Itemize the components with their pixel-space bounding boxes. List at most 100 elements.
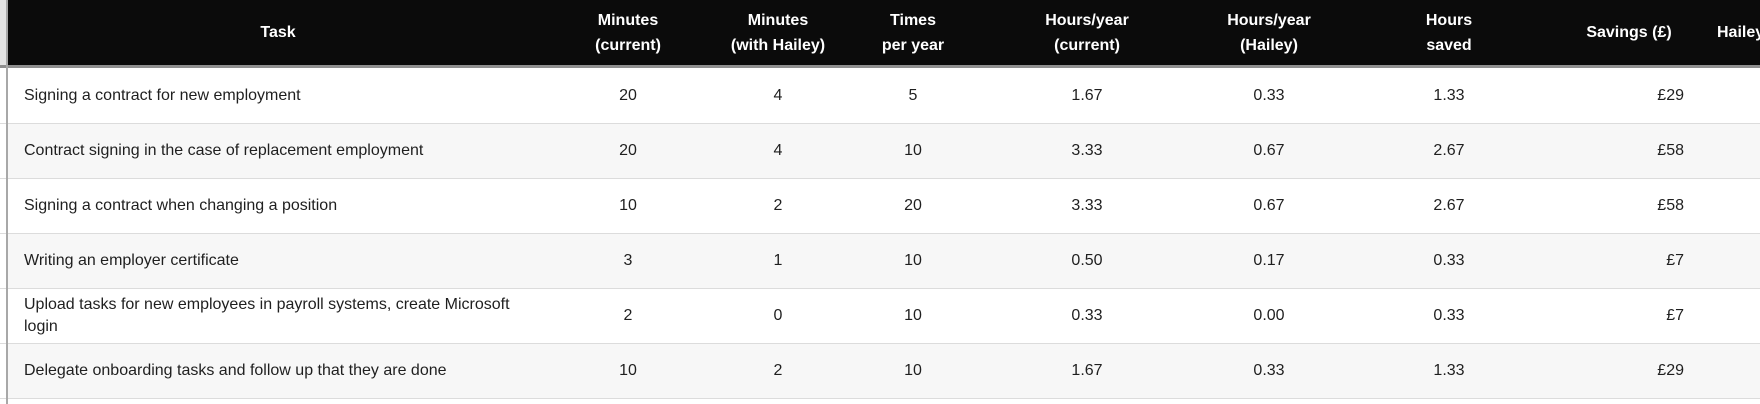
col-header-label: Hours: [1425, 11, 1473, 29]
minutes-current-cell: 10: [619, 197, 637, 214]
col-header-label: (current): [1054, 36, 1120, 54]
hours-year-current-cell: [978, 399, 1196, 404]
minutes-hailey-cell: 2: [773, 362, 783, 379]
row-rail-spacer: [0, 234, 8, 288]
hours-saved-cell: 1.33: [1433, 86, 1465, 104]
col-header-hours-year-current: Hours/year (current): [978, 0, 1196, 65]
col-header-minutes-current: Minutes (current): [548, 0, 708, 65]
savings-cell: £29: [1657, 362, 1684, 379]
row-rail-spacer: [0, 289, 8, 343]
table-row: Writing an employer certificate 3 1 10 0…: [0, 233, 1760, 288]
minutes-current-cell: 3: [623, 252, 633, 269]
col-header-label: (current): [595, 36, 661, 54]
hours-year-hailey-cell: 0.17: [1253, 252, 1285, 269]
task-label: Delegate onboarding tasks and follow up …: [24, 362, 447, 379]
times-per-year-cell: [848, 399, 978, 404]
hours-year-hailey-cell: [1196, 399, 1342, 404]
table-row: Delegate onboarding tasks and follow up …: [0, 343, 1760, 398]
hours-year-hailey-cell: 0.33: [1253, 86, 1285, 104]
col-header-task: Task: [8, 0, 548, 65]
col-header-label: Hailey: [1717, 24, 1760, 41]
hours-year-hailey-cell: 0.33: [1253, 362, 1285, 379]
task-label: Signing a contract for new employment: [24, 86, 301, 104]
hours-year-current-cell: 0.33: [1071, 307, 1103, 324]
task-label: Signing a contract when changing a posit…: [24, 197, 338, 214]
col-header-hailey-clipped: Hailey: [1702, 0, 1760, 65]
hailey-extra-cell: [1702, 289, 1760, 343]
col-header-label: Hours/year: [1045, 11, 1129, 29]
table-row: Upload tasks for new employees in payrol…: [0, 288, 1760, 343]
task-cell: Contract signing in the case of replacem…: [8, 124, 548, 178]
task-label: Writing an employer certificate: [24, 252, 239, 269]
task-cell: Delegate onboarding tasks and follow up …: [8, 344, 548, 398]
row-rail-spacer: [0, 68, 8, 123]
row-rail-spacer: [0, 124, 8, 178]
task-cell: Upload tasks for new employees in payrol…: [8, 289, 548, 343]
hailey-extra-cell: [1702, 399, 1760, 404]
col-header-label: Minutes: [597, 11, 659, 29]
hours-saved-cell: 1.33: [1433, 362, 1465, 379]
col-header-label: Savings (£): [1586, 24, 1672, 41]
table-row: Contract signing in the case of replacem…: [0, 123, 1760, 178]
minutes-current-cell: [548, 399, 708, 404]
table-body: Signing a contract for new employment 20…: [0, 68, 1760, 404]
hours-saved-cell: 0.33: [1433, 307, 1465, 324]
col-header-label: saved: [1426, 36, 1472, 54]
row-rail-spacer: [0, 399, 8, 404]
times-per-year-cell: 5: [908, 86, 918, 104]
hours-year-current-cell: 3.33: [1071, 197, 1103, 214]
hours-year-current-cell: 3.33: [1071, 142, 1103, 159]
minutes-current-cell: 2: [623, 307, 633, 324]
savings-cell: £29: [1657, 86, 1684, 104]
row-rail-spacer: [0, 179, 8, 233]
times-per-year-cell: 10: [904, 362, 922, 379]
hailey-extra-cell: [1702, 68, 1760, 123]
task-cell: Prepare the file share with legal rights…: [8, 399, 548, 404]
savings-cell: £7: [1666, 252, 1684, 269]
col-header-label: Hours/year: [1227, 11, 1311, 29]
minutes-current-cell: 20: [619, 142, 637, 159]
task-cell: Writing an employer certificate: [8, 234, 548, 288]
minutes-hailey-cell: 0: [773, 307, 783, 324]
minutes-hailey-cell: [708, 399, 848, 404]
task-cell: Signing a contract for new employment: [8, 68, 548, 123]
col-header-times-per-year: Times per year: [848, 0, 978, 65]
col-header-hours-saved: Hours saved: [1342, 0, 1556, 65]
col-header-label: (with Hailey): [730, 36, 826, 54]
minutes-hailey-cell: 1: [773, 252, 783, 269]
hours-saved-cell: 2.67: [1433, 142, 1465, 159]
minutes-hailey-cell: 4: [773, 142, 783, 159]
hours-saved-cell: [1342, 399, 1556, 404]
hailey-extra-cell: [1702, 179, 1760, 233]
col-header-label: Times: [890, 11, 936, 29]
col-header-label: Minutes: [747, 11, 809, 29]
col-header-savings: Savings (£): [1556, 0, 1702, 65]
hours-year-hailey-cell: 0.67: [1253, 197, 1285, 214]
hours-saved-cell: 2.67: [1433, 197, 1465, 214]
minutes-hailey-cell: 2: [773, 197, 783, 214]
row-rail-spacer: [0, 344, 8, 398]
hours-saved-cell: 0.33: [1433, 252, 1465, 269]
task-label: Contract signing in the case of replacem…: [24, 142, 424, 159]
hours-year-current-cell: 1.67: [1071, 362, 1103, 379]
savings-cell: £7: [1666, 307, 1684, 324]
hailey-extra-cell: [1702, 344, 1760, 398]
times-per-year-cell: 20: [904, 197, 922, 214]
hours-year-hailey-cell: 0.00: [1253, 307, 1285, 324]
left-rail-divider: [6, 0, 8, 404]
hailey-extra-cell: [1702, 124, 1760, 178]
task-label: Upload tasks for new employees in payrol…: [24, 296, 510, 335]
savings-cell: [1556, 399, 1702, 404]
hours-year-current-cell: 1.67: [1071, 86, 1103, 104]
table-row-clipped: Prepare the file share with legal rights…: [0, 398, 1760, 404]
minutes-current-cell: 20: [619, 86, 637, 104]
savings-cell: £58: [1657, 142, 1684, 159]
hours-year-hailey-cell: 0.67: [1253, 142, 1285, 159]
times-per-year-cell: 10: [904, 252, 922, 269]
header-rail-spacer: [0, 0, 8, 65]
minutes-hailey-cell: 4: [773, 86, 783, 104]
task-cell: Signing a contract when changing a posit…: [8, 179, 548, 233]
times-per-year-cell: 10: [904, 142, 922, 159]
col-header-hours-year-hailey: Hours/year (Hailey): [1196, 0, 1342, 65]
